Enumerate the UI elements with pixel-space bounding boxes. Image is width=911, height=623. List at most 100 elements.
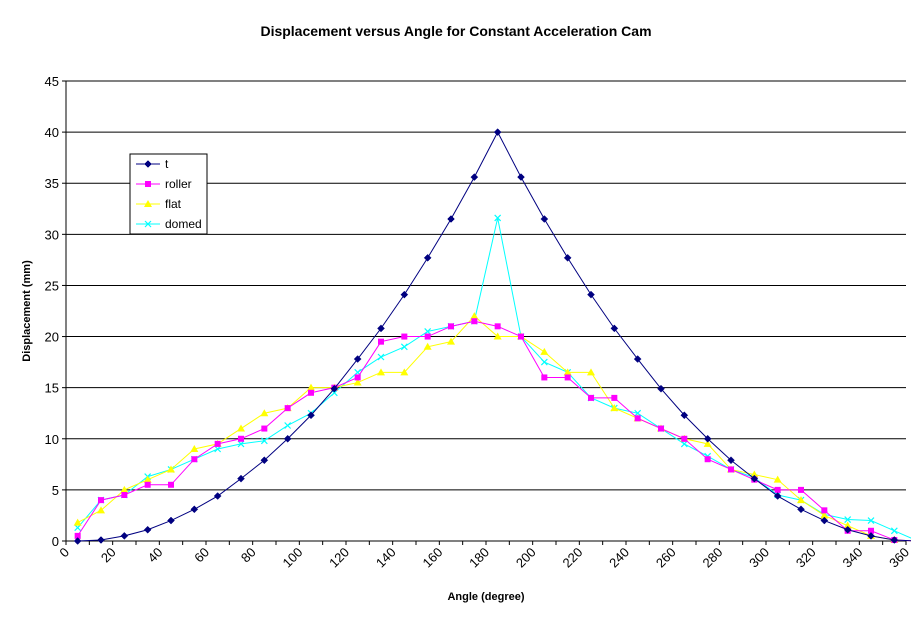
legend-item: t	[136, 157, 169, 171]
data-point	[494, 214, 502, 222]
data-point	[773, 475, 782, 483]
data-point	[237, 474, 245, 483]
data-point	[797, 505, 805, 514]
data-point	[610, 404, 619, 412]
data-point	[400, 290, 409, 299]
data-point	[493, 128, 502, 136]
data-point	[424, 333, 431, 340]
y-tick-label: 30	[45, 227, 59, 242]
data-point	[307, 383, 315, 391]
legend-item: domed	[136, 217, 202, 231]
data-point	[143, 475, 152, 483]
data-point	[378, 338, 384, 345]
data-point	[74, 524, 82, 532]
data-point	[237, 424, 245, 432]
data-point	[867, 517, 875, 524]
data-point	[727, 456, 735, 465]
data-point	[728, 466, 734, 473]
y-tick-label: 15	[45, 381, 59, 396]
data-point	[773, 492, 782, 500]
legend: t roller flat domed	[129, 153, 208, 235]
data-point	[588, 394, 594, 401]
data-point	[540, 347, 549, 355]
data-point	[890, 527, 898, 535]
data-point	[634, 409, 642, 417]
data-point	[890, 536, 899, 544]
data-point	[774, 486, 781, 493]
x-axis-title: Angle (degree)	[447, 591, 524, 603]
y-tick-label: 25	[45, 278, 59, 293]
data-point	[820, 511, 829, 519]
data-point	[750, 474, 759, 483]
data-point	[213, 492, 222, 500]
data-point	[541, 374, 548, 381]
data-point	[354, 374, 361, 381]
data-point	[400, 368, 409, 376]
data-point	[144, 200, 152, 207]
data-point	[144, 481, 151, 488]
data-point	[681, 435, 688, 442]
data-point	[868, 527, 874, 534]
y-tick-label: 35	[45, 176, 59, 191]
data-point	[470, 312, 479, 320]
data-point	[447, 215, 455, 223]
data-point	[237, 440, 245, 448]
data-point	[611, 394, 618, 401]
data-point	[703, 434, 712, 443]
data-point	[377, 324, 385, 333]
data-point	[820, 516, 829, 525]
data-point	[377, 353, 385, 361]
data-point	[798, 486, 804, 493]
data-point	[190, 445, 199, 452]
chart-title: Displacement versus Angle for Constant A…	[260, 23, 651, 39]
series-t	[73, 128, 911, 545]
legend-label: t	[165, 157, 169, 171]
y-tick-label: 5	[52, 483, 59, 498]
data-point	[494, 323, 501, 330]
data-point	[610, 324, 619, 333]
data-point	[353, 355, 362, 363]
data-point	[97, 536, 105, 544]
data-point	[424, 328, 432, 335]
data-point	[563, 253, 572, 262]
y-tick-label: 45	[45, 74, 59, 89]
data-point	[750, 470, 759, 478]
data-point	[238, 435, 244, 442]
data-point	[423, 253, 432, 262]
data-point	[844, 516, 852, 523]
data-point	[167, 465, 175, 473]
data-point	[680, 440, 688, 448]
legend-label: flat	[165, 197, 182, 211]
data-point	[190, 505, 199, 514]
data-point	[260, 409, 269, 417]
series-roller	[74, 318, 911, 543]
data-point	[843, 525, 852, 534]
data-point	[121, 492, 128, 498]
data-point	[260, 456, 269, 465]
data-point	[284, 422, 292, 429]
y-tick-label: 0	[52, 534, 59, 549]
data-point	[144, 160, 152, 168]
data-point	[144, 220, 152, 228]
data-point	[448, 323, 454, 330]
data-point	[563, 368, 572, 376]
data-point	[587, 368, 595, 376]
data-point	[214, 440, 221, 447]
data-point	[97, 506, 105, 514]
data-point	[167, 516, 175, 525]
data-point	[564, 374, 571, 381]
data-point	[658, 425, 664, 432]
y-tick-label: 40	[45, 125, 59, 140]
y-tick-label: 10	[45, 432, 59, 447]
data-point	[261, 425, 268, 432]
data-point	[307, 411, 315, 420]
data-point	[470, 173, 479, 181]
y-tick-label: 20	[45, 330, 59, 345]
legend-item: flat	[136, 197, 182, 211]
data-point	[821, 507, 828, 514]
legend-item: roller	[136, 177, 192, 191]
data-point	[191, 456, 198, 463]
data-point	[540, 358, 548, 366]
